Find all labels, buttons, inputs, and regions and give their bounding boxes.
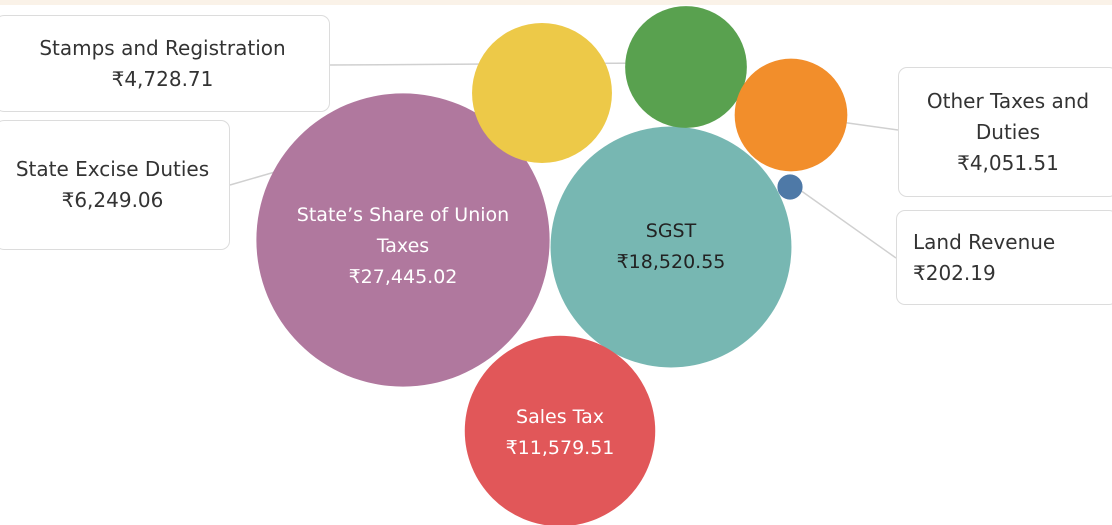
value-label: ₹18,520.55: [616, 251, 726, 273]
bubble: [734, 58, 848, 172]
bubble: [464, 335, 656, 525]
top-strip: [0, 0, 1112, 5]
category-label: State Excise Duties: [15, 157, 210, 181]
bubble: [777, 174, 803, 200]
category-label: Land Revenue: [913, 229, 1056, 254]
callout-box: Other Taxes and Duties ₹4,051.51: [898, 67, 1112, 197]
bubble-label: State’s Share of Union Taxes ₹27,445.02: [273, 200, 533, 293]
callout-box: Stamps and Registration ₹4,728.71: [0, 15, 330, 112]
category-label: Other Taxes and Duties: [926, 88, 1090, 144]
category-label: SGST: [645, 220, 697, 242]
value-label: ₹11,579.51: [505, 437, 615, 459]
callout-box: State Excise Duties ₹6,249.06: [0, 120, 230, 250]
category-label: Stamps and Registration: [39, 35, 286, 60]
value-label: ₹27,445.02: [348, 266, 458, 288]
bubble: [256, 93, 550, 387]
category-label: State’s Share of Union Taxes: [296, 204, 510, 257]
bubble: [472, 23, 612, 163]
bubble: [625, 6, 747, 128]
leader-line: [799, 189, 897, 259]
bubble-label: Sales Tax ₹11,579.51: [470, 402, 650, 464]
value-label: ₹4,728.71: [111, 66, 214, 91]
bubble-label: SGST ₹18,520.55: [571, 216, 771, 278]
callout-box: Land Revenue ₹202.19: [896, 210, 1112, 305]
bubble: [550, 126, 792, 368]
value-label: ₹6,249.06: [61, 188, 164, 212]
value-label: ₹4,051.51: [957, 150, 1059, 175]
value-label: ₹202.19: [913, 260, 996, 285]
category-label: Sales Tax: [516, 406, 604, 428]
